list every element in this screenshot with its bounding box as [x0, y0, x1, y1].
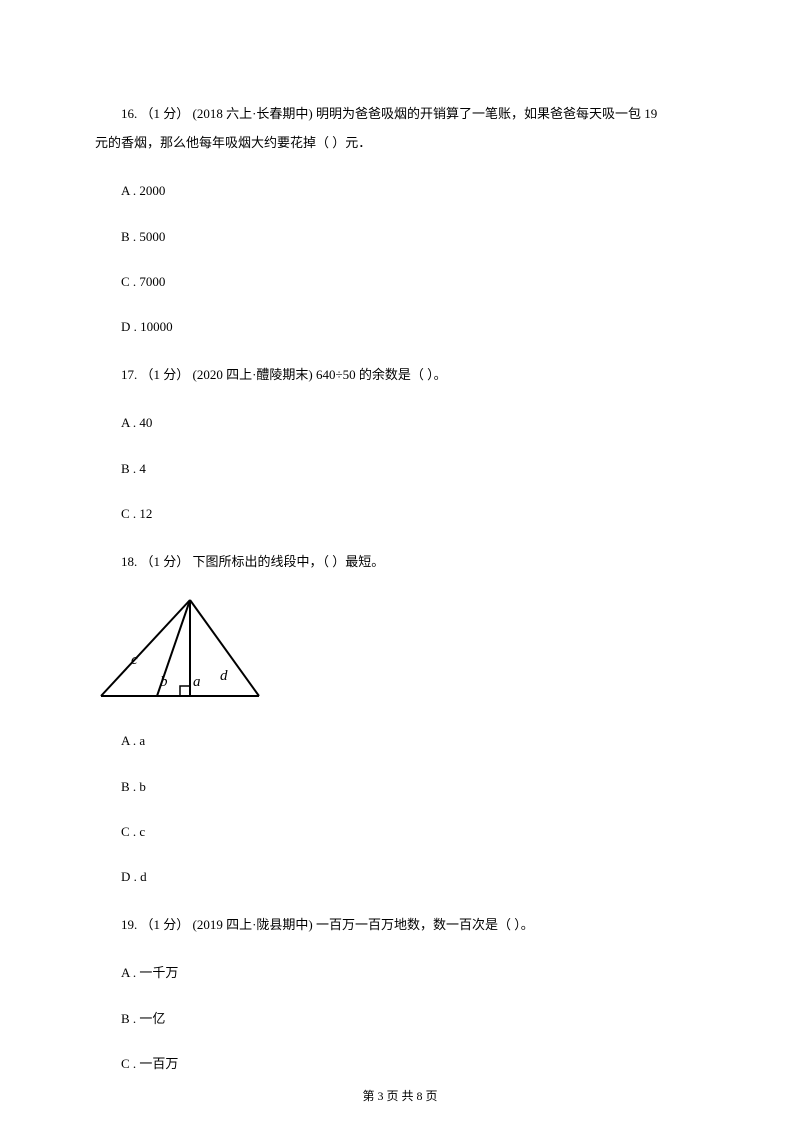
q18-option-d: D . d	[95, 865, 740, 888]
triangle-diagram: a b c d	[95, 594, 740, 707]
svg-text:a: a	[193, 674, 201, 690]
q18-option-b: B . b	[95, 775, 740, 798]
q19-option-b: B . 一亿	[95, 1007, 740, 1030]
q16-option-a: A . 2000	[95, 179, 740, 202]
q17-option-c: C . 12	[95, 502, 740, 525]
q19-text: 19. （1 分） (2019 四上·陇县期中) 一百万一百万地数，数一百次是（…	[95, 911, 740, 940]
svg-text:d: d	[220, 668, 228, 684]
question-17: 17. （1 分） (2020 四上·醴陵期末) 640÷50 的余数是（ ）。…	[95, 361, 740, 526]
q17-option-a: A . 40	[95, 411, 740, 434]
question-18: 18. （1 分） 下图所标出的线段中，（ ）最短。 a b c d A . a…	[95, 548, 740, 889]
q18-option-c: C . c	[95, 820, 740, 843]
page-footer: 第 3 页 共 8 页	[0, 1087, 800, 1104]
q16-line2: 元的香烟，那么他每年吸烟大约要花掉（ ）元．	[95, 129, 740, 158]
q16-option-d: D . 10000	[95, 315, 740, 338]
q18-text: 18. （1 分） 下图所标出的线段中，（ ）最短。	[95, 548, 740, 577]
q18-option-a: A . a	[95, 729, 740, 752]
question-16: 16. （1 分） (2018 六上·长春期中) 明明为爸爸吸烟的开销算了一笔账…	[95, 100, 740, 339]
q17-text: 17. （1 分） (2020 四上·醴陵期末) 640÷50 的余数是（ ）。	[95, 361, 740, 390]
svg-text:b: b	[160, 674, 168, 690]
q17-option-b: B . 4	[95, 457, 740, 480]
q19-option-c: C . 一百万	[95, 1052, 740, 1075]
triangle-svg: a b c d	[95, 594, 265, 702]
q16-option-c: C . 7000	[95, 270, 740, 293]
svg-text:c: c	[131, 652, 138, 668]
q19-option-a: A . 一千万	[95, 961, 740, 984]
q16-line1: 16. （1 分） (2018 六上·长春期中) 明明为爸爸吸烟的开销算了一笔账…	[95, 100, 740, 129]
question-19: 19. （1 分） (2019 四上·陇县期中) 一百万一百万地数，数一百次是（…	[95, 911, 740, 1076]
q16-option-b: B . 5000	[95, 225, 740, 248]
